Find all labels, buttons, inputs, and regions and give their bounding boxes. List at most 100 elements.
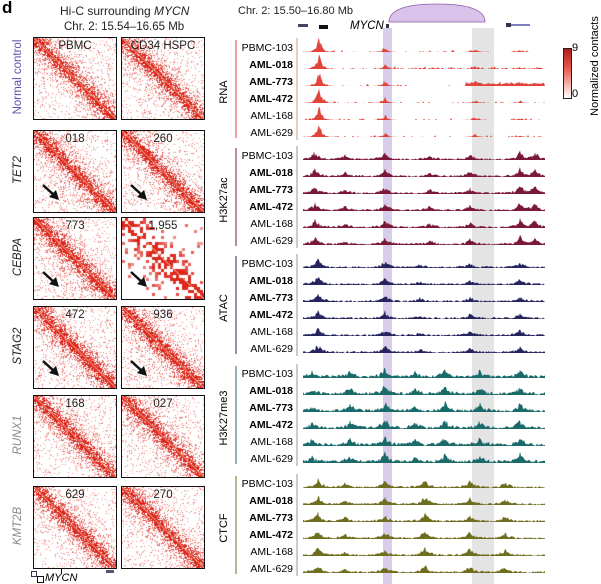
gene-model <box>298 24 308 27</box>
sample-label: AML-018 <box>249 59 293 71</box>
hic-matrix <box>34 396 116 477</box>
sample-label: AML-168 <box>250 218 293 230</box>
hic-heatmap: 773 <box>33 217 117 300</box>
track-signal <box>303 420 545 429</box>
sample-label: AML-773 <box>249 184 293 196</box>
hic-matrix <box>122 396 204 477</box>
hic-sample-label: 936 <box>153 309 173 321</box>
sample-label: PBMC-103 <box>241 478 293 490</box>
colorbar-max: 9 <box>572 42 579 54</box>
hic-title-text: Hi-C surrounding <box>60 4 155 18</box>
hic-matrix <box>34 38 116 119</box>
sample-label: AML-018 <box>249 385 293 397</box>
colorbar <box>563 48 572 99</box>
sample-label: AML-472 <box>249 419 293 431</box>
track-signal <box>303 565 545 573</box>
track-signal <box>303 258 545 268</box>
hic-matrix <box>34 218 116 299</box>
hic-heatmap: 018 <box>33 130 117 213</box>
hic-matrix <box>122 38 204 119</box>
tracks-region: Chr. 2: 15.50–16.80 Mb <box>238 5 353 17</box>
hic-sample-label: CD34 HSPC <box>130 40 196 52</box>
hic-sample-label: 027 <box>153 398 173 410</box>
hic-matrix <box>34 307 116 388</box>
track-signal <box>303 37 545 52</box>
track-signal <box>303 125 545 137</box>
hic-matrix <box>122 131 204 212</box>
track-signal <box>303 73 545 86</box>
sample-label: AML-018 <box>249 167 293 179</box>
track-signal <box>303 293 545 302</box>
gene-marker-icon <box>106 570 114 573</box>
hic-matrix <box>34 131 116 212</box>
colorbar-label: Normalized contacts <box>589 16 601 116</box>
track-signal <box>303 167 545 177</box>
sample-label: AML-472 <box>249 309 293 321</box>
hic-gene-label: MYCN <box>45 572 78 584</box>
track-signal <box>303 186 545 194</box>
hic-title: Hi-C surrounding MYCN <box>60 4 189 18</box>
track-signal <box>303 451 545 463</box>
arrow-icon <box>130 360 147 376</box>
sample-label: PBMC-103 <box>241 150 293 162</box>
track-signal <box>303 150 545 160</box>
hic-sample-label: 018 <box>65 133 85 145</box>
hic-sample-label: PBMC <box>58 40 92 52</box>
loop-arc <box>388 3 486 23</box>
sample-label: AML-629 <box>250 235 293 247</box>
hic-matrix <box>34 487 116 568</box>
hic-region: Chr. 2: 15.54–16.65 Mb <box>64 21 185 33</box>
hic-sample-label: 260 <box>153 133 173 145</box>
track-signal <box>303 477 545 488</box>
gene-marker-icon <box>31 571 37 577</box>
tracks-gene-label: MYCN <box>350 20 384 32</box>
track-signal <box>303 106 545 120</box>
track-signal <box>303 345 545 353</box>
sample-label: AML-018 <box>249 275 293 287</box>
colorbar-min: 0 <box>572 88 579 100</box>
hic-heatmap: 629 <box>33 486 117 569</box>
sample-label: AML-629 <box>250 343 293 355</box>
sample-label: AML-773 <box>249 402 293 414</box>
arrow-icon <box>42 360 59 376</box>
track-signal <box>303 367 545 378</box>
sample-label: AML-168 <box>250 436 293 448</box>
hic-matrix <box>122 307 204 388</box>
gene-model <box>506 23 511 27</box>
hic-heatmap: 168 <box>33 395 117 478</box>
hic-sample-label: 168 <box>65 398 85 410</box>
enhancer-highlight <box>472 28 494 584</box>
hic-sample-label: 270 <box>153 489 173 501</box>
sample-label: AML-773 <box>249 76 293 88</box>
sample-label: PBMC-103 <box>241 368 293 380</box>
gene-model <box>319 25 328 29</box>
hic-sample-label: 472 <box>65 309 85 321</box>
sample-label: AML-472 <box>249 93 293 105</box>
track-signal <box>303 202 545 211</box>
hic-heatmap: 1,955 <box>121 217 205 300</box>
gene-model <box>386 24 389 28</box>
track-signal <box>303 546 545 556</box>
arrow-icon <box>42 184 59 200</box>
arrow-icon <box>42 271 59 287</box>
hic-heatmap: CD34 HSPC <box>121 37 205 120</box>
mycn-highlight <box>383 28 392 584</box>
hic-matrix <box>122 218 204 299</box>
track-signal <box>303 217 545 228</box>
sample-label: PBMC-103 <box>241 258 293 270</box>
track-signal <box>303 235 545 245</box>
hic-heatmap: PBMC <box>33 37 117 120</box>
sample-label: AML-168 <box>250 546 293 558</box>
sample-label: AML-629 <box>250 453 293 465</box>
sample-label: AML-472 <box>249 201 293 213</box>
hic-heatmap: 936 <box>121 306 205 389</box>
track-signal <box>303 88 545 103</box>
sample-label: AML-018 <box>249 495 293 507</box>
track-signal <box>303 54 545 69</box>
sample-label: AML-168 <box>250 110 293 122</box>
hic-title-gene: MYCN <box>154 4 190 18</box>
hic-matrix <box>122 487 204 568</box>
hic-heatmap: 027 <box>121 395 205 478</box>
